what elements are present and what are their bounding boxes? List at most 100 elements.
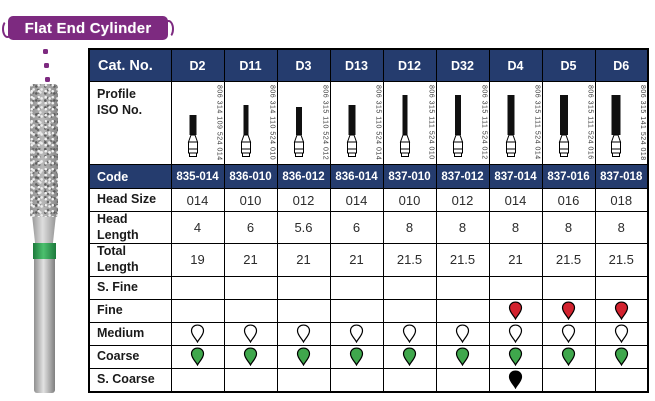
cat-no-header: Cat. No. — [88, 48, 172, 82]
green-drop-icon — [243, 347, 258, 367]
profile-cell-D11: 806 314 110 524 010 — [223, 81, 278, 165]
green-drop-icon — [614, 347, 628, 367]
cell-s-coarse-D3 — [276, 367, 331, 392]
cell-head-length-D3: 5.6 — [276, 210, 331, 245]
bur-profile-icon — [346, 105, 357, 157]
profile-row: Profile ISO No. 806 314 109 524 014 806 … — [88, 81, 649, 165]
row-fine: Fine — [88, 298, 649, 323]
profile-cell-D3: 806 315 110 524 012 — [276, 81, 331, 165]
cell-total-length-D5: 21.5 — [541, 243, 596, 277]
cell-coarse-D4 — [488, 344, 543, 369]
title-ribbon: Flat End Cylinder — [2, 16, 174, 40]
cell-s-coarse-D13 — [329, 367, 384, 392]
cell-s-coarse-D5 — [541, 367, 596, 392]
red-drop-icon — [561, 301, 576, 321]
bur-profile-icon — [399, 95, 410, 157]
cell-coarse-D6 — [594, 344, 649, 369]
cell-head-length-D13: 6 — [329, 210, 384, 245]
cell-s-fine-D13 — [329, 275, 384, 300]
cell-fine-D13 — [329, 298, 384, 323]
bur-profile-icon — [611, 95, 622, 157]
cell-coarse-D13 — [329, 344, 384, 369]
cell-s-coarse-D12 — [382, 367, 437, 392]
row-label-head-length: Head Length — [88, 210, 172, 245]
col-header-D6: D6 — [594, 48, 649, 82]
cell-head-size-D4: 014 — [488, 188, 543, 212]
profile-cell-D6: 806 315 141 524 018 — [594, 81, 649, 165]
row-label-s-fine: S. Fine — [88, 275, 172, 300]
spec-table-wrap: Cat. No. D2 D11 D3 D13 D12 D32 D4 D5 D6 Profile I… — [88, 48, 649, 393]
red-drop-icon — [614, 301, 628, 321]
row-code: Code 835-014 836-010 836-012 836-014 837-010 8… — [88, 164, 649, 189]
row-label-fine: Fine — [88, 298, 172, 323]
cell-fine-D6 — [594, 298, 649, 323]
profile-cell-D12: 806 315 111 524 010 — [382, 81, 437, 165]
green-drop-icon — [349, 347, 364, 367]
bur-profile-icon — [293, 107, 304, 157]
white-drop-icon — [455, 324, 470, 344]
row-label-head-size: Head Size — [88, 188, 172, 212]
cell-code-D12: 837-010 — [382, 164, 437, 189]
row-s-fine: S. Fine — [88, 275, 649, 300]
cell-fine-D4 — [488, 298, 543, 323]
cell-medium-D12 — [382, 321, 437, 346]
bur-profile-icon — [505, 95, 516, 157]
bur-profile-icon — [187, 115, 198, 157]
col-header-D2: D2 — [170, 48, 225, 82]
cell-s-coarse-D6 — [594, 367, 649, 392]
profile-row-label: Profile ISO No. — [88, 81, 172, 165]
decorative-dot — [45, 77, 50, 82]
row-coarse: Coarse — [88, 344, 649, 369]
spec-table: Cat. No. D2 D11 D3 D13 D12 D32 D4 D5 D6 Profile I… — [88, 48, 649, 393]
cell-head-length-D12: 8 — [382, 210, 437, 245]
cell-code-D4: 837-014 — [488, 164, 543, 189]
cell-s-fine-D6 — [594, 275, 649, 300]
iso-number-D2: 806 314 109 524 014 — [215, 85, 223, 161]
cell-s-coarse-D11 — [223, 367, 278, 392]
cell-medium-D11 — [223, 321, 278, 346]
cell-coarse-D5 — [541, 344, 596, 369]
diamond-bur-photo — [28, 84, 60, 393]
cell-medium-D5 — [541, 321, 596, 346]
cell-medium-D3 — [276, 321, 331, 346]
white-drop-icon — [402, 324, 417, 344]
profile-cell-D2: 806 314 109 524 014 — [170, 81, 225, 165]
cell-head-size-D13: 014 — [329, 188, 384, 212]
bur-diamond-head — [30, 84, 58, 217]
white-drop-icon — [349, 324, 364, 344]
bur-profile-icon — [558, 95, 569, 157]
cell-s-fine-D32 — [435, 275, 490, 300]
decorative-dot — [44, 63, 49, 68]
cell-fine-D11 — [223, 298, 278, 323]
page-title: Flat End Cylinder — [24, 19, 152, 37]
row-label-medium: Medium — [88, 321, 172, 346]
cell-coarse-D11 — [223, 344, 278, 369]
cell-head-length-D4: 8 — [488, 210, 543, 245]
col-header-D4: D4 — [488, 48, 543, 82]
cell-total-length-D6: 21.5 — [594, 243, 649, 277]
green-drop-icon — [508, 347, 523, 367]
row-head-size: Head Size 014 010 012 014 010 012 014 016 018 — [88, 188, 649, 212]
table-header-row: Cat. No. D2 D11 D3 D13 D12 D32 D4 D5 D6 — [88, 48, 649, 82]
cell-head-size-D2: 014 — [170, 188, 225, 212]
cell-total-length-D32: 21.5 — [435, 243, 490, 277]
row-total-length: Total Length 19 21 21 21 21.5 21.5 21 21.5 21.5 — [88, 243, 649, 277]
green-drop-icon — [296, 347, 311, 367]
green-drop-icon — [561, 347, 576, 367]
row-s-coarse: S. Coarse — [88, 367, 649, 392]
green-drop-icon — [455, 347, 470, 367]
bur-profile-icon — [240, 105, 251, 157]
iso-number-D3: 806 315 110 524 012 — [321, 85, 329, 161]
cell-head-length-D32: 8 — [435, 210, 490, 245]
cell-fine-D3 — [276, 298, 331, 323]
cell-total-length-D11: 21 — [223, 243, 278, 277]
cell-code-D13: 836-014 — [329, 164, 384, 189]
col-header-D11: D11 — [223, 48, 278, 82]
cell-medium-D13 — [329, 321, 384, 346]
cell-code-D3: 836-012 — [276, 164, 331, 189]
cell-s-fine-D3 — [276, 275, 331, 300]
cell-total-length-D2: 19 — [170, 243, 225, 277]
cell-s-fine-D4 — [488, 275, 543, 300]
cell-fine-D5 — [541, 298, 596, 323]
iso-number-D6: 806 315 141 524 018 — [639, 85, 646, 161]
